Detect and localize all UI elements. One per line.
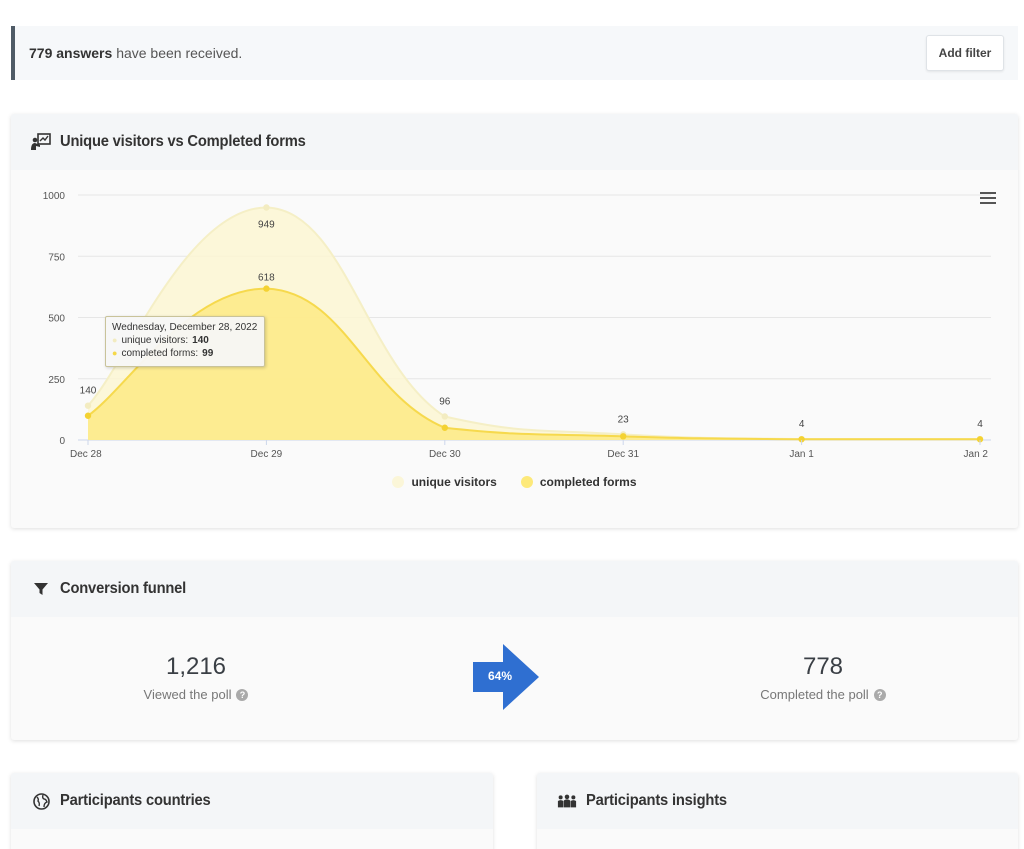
chart-canvas: 0 250 500 750 1000 140 949 96 23 4 4 618 Dec 28 Dec 2… [43, 191, 991, 460]
y-tick-label: 750 [48, 252, 65, 263]
tooltip-completed-label: completed forms: [121, 348, 199, 359]
x-tick-label: Dec 28 [70, 449, 102, 460]
tooltip-date: Wednesday, December 28, 2022 [112, 322, 258, 333]
filter-icon [31, 579, 51, 599]
conversion-arrow: 64% [473, 644, 539, 710]
data-label: 4 [799, 419, 805, 430]
chart-panel-title: Unique visitors vs Completed forms [60, 133, 306, 150]
data-point [84, 402, 92, 409]
add-filter-button[interactable]: Add filter [926, 35, 1004, 71]
answers-banner: 779 answers have been received. Add filt… [11, 26, 1018, 80]
tooltip-row-completed: ● completed forms: 99 [112, 347, 258, 360]
data-label: 23 [618, 414, 630, 425]
visitors-chart-panel: Unique visitors vs Completed forms 0 250 5… [11, 114, 1018, 528]
series-area-1 [88, 288, 980, 440]
funnel-panel-title: Conversion funnel [60, 580, 187, 597]
help-icon[interactable]: ? [236, 688, 249, 701]
x-tick-label: Dec 29 [251, 449, 283, 460]
completed-value: 778 [802, 653, 844, 680]
completed-label-row: Completed the poll ? [723, 687, 923, 702]
x-tick-label: Jan 1 [789, 449, 814, 460]
legend-dot-completed-forms [520, 476, 533, 488]
data-point [263, 204, 270, 211]
tooltip-completed-dot: ● [112, 348, 118, 358]
completed-label: Completed the poll [760, 687, 869, 702]
insights-panel-header: Participants insights [537, 773, 1018, 829]
legend-item-unique-visitors[interactable]: unique visitors [392, 475, 497, 489]
series-line-1 [87, 287, 980, 441]
chart-tooltip: Wednesday, December 28, 2022 ● unique vi… [105, 316, 265, 367]
arrow-right-icon [473, 644, 539, 710]
data-label: 96 [439, 396, 451, 407]
viewed-value: 1,216 [165, 653, 227, 680]
funnel-panel-header: Conversion funnel [11, 561, 1018, 617]
chart-legend: unique visitors completed forms [11, 475, 1018, 489]
legend-label-completed-forms: completed forms [539, 475, 637, 489]
tooltip-visitors-label: unique visitors: [121, 335, 189, 346]
tooltip-completed-value: 99 [202, 348, 214, 359]
legend-label-unique-visitors: unique visitors [411, 475, 497, 489]
y-tick-label: 0 [59, 436, 65, 447]
answers-count: 779 answers [29, 45, 113, 61]
y-tick-label: 500 [48, 314, 65, 325]
viewed-label: Viewed the poll [143, 687, 232, 702]
chart-presentation-icon [31, 132, 51, 152]
data-label: 618 [258, 273, 275, 284]
completed-stat: 778 Completed the poll ? [723, 653, 923, 702]
countries-panel-title: Participants countries [60, 792, 211, 809]
data-point [84, 412, 92, 419]
globe-icon [31, 791, 51, 811]
conversion-funnel-panel: Conversion funnel 1,216 Viewed the poll … [11, 561, 1018, 740]
tooltip-visitors-dot: ● [112, 335, 118, 345]
data-point [798, 436, 805, 443]
data-label: 4 [977, 419, 983, 430]
conversion-rate: 64% [487, 669, 513, 683]
people-group-icon [557, 791, 577, 811]
data-point [441, 424, 448, 431]
chart-panel-header: Unique visitors vs Completed forms [11, 114, 1018, 170]
data-point [976, 436, 984, 443]
help-icon[interactable]: ? [873, 688, 886, 701]
participants-insights-panel: Participants insights [537, 773, 1018, 849]
insights-panel-title: Participants insights [586, 792, 727, 809]
data-point [263, 285, 270, 292]
x-tick-label: Dec 30 [429, 449, 461, 460]
y-tick-label: 250 [48, 375, 65, 386]
x-tick-label: Dec 31 [607, 449, 639, 460]
countries-panel-header: Participants countries [11, 773, 493, 829]
legend-item-completed-forms[interactable]: completed forms [520, 475, 637, 489]
y-tick-label: 1000 [43, 191, 66, 202]
answers-suffix: have been received. [116, 45, 243, 61]
answers-summary: 779 answers have been received. [15, 45, 242, 61]
data-point [441, 413, 448, 420]
chart-menu-icon[interactable] [980, 192, 996, 204]
participants-countries-panel: Participants countries [11, 773, 493, 849]
viewed-stat: 1,216 Viewed the poll ? [96, 653, 296, 702]
tooltip-visitors-value: 140 [192, 335, 209, 346]
x-tick-label: Jan 2 [964, 449, 989, 460]
legend-dot-unique-visitors [392, 476, 405, 488]
data-label: 949 [258, 219, 275, 230]
viewed-label-row: Viewed the poll ? [96, 687, 296, 702]
tooltip-row-visitors: ● unique visitors: 140 [112, 334, 258, 347]
data-label: 140 [80, 386, 97, 397]
data-point [620, 433, 627, 440]
